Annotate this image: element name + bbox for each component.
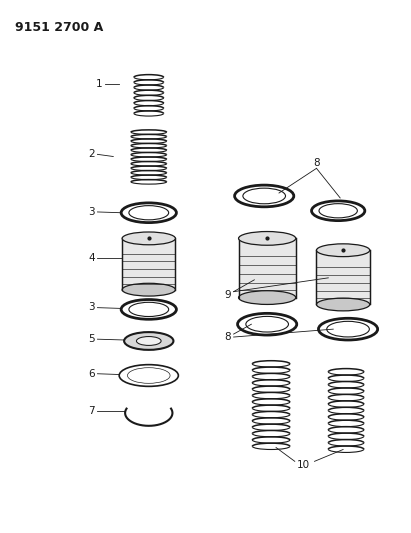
Polygon shape xyxy=(238,238,296,297)
Ellipse shape xyxy=(122,232,175,245)
Text: 8: 8 xyxy=(313,158,320,168)
Polygon shape xyxy=(316,250,370,304)
Text: 3: 3 xyxy=(88,302,95,312)
Ellipse shape xyxy=(238,290,296,304)
Ellipse shape xyxy=(316,244,370,256)
Text: 8: 8 xyxy=(224,332,231,342)
Ellipse shape xyxy=(122,284,175,296)
Text: 3: 3 xyxy=(88,207,95,217)
Ellipse shape xyxy=(316,298,370,311)
Ellipse shape xyxy=(136,336,161,345)
Text: 2: 2 xyxy=(88,149,95,158)
Text: 9: 9 xyxy=(224,289,231,300)
Text: 9151 2700 A: 9151 2700 A xyxy=(15,21,103,34)
Text: 10: 10 xyxy=(297,461,310,470)
Text: 5: 5 xyxy=(88,334,95,344)
Text: 6: 6 xyxy=(88,368,95,378)
Text: 1: 1 xyxy=(96,79,103,90)
Text: 4: 4 xyxy=(88,253,95,263)
Ellipse shape xyxy=(124,332,173,350)
Polygon shape xyxy=(122,238,175,289)
Text: 7: 7 xyxy=(88,406,95,416)
Ellipse shape xyxy=(238,231,296,245)
